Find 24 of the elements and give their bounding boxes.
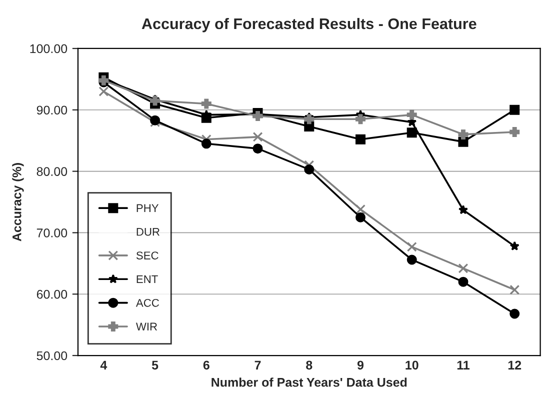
x-tick-label: 9 [357, 360, 364, 370]
y-tick-label: 60.00 [36, 290, 68, 299]
x-tick-label: 6 [203, 360, 210, 370]
legend-label: WIR [136, 322, 158, 330]
x-tick-label: 12 [508, 360, 522, 370]
x-tick-label: 11 [457, 360, 470, 370]
y-tick-label: 100.00 [30, 44, 68, 54]
legend-label: ENT [136, 275, 158, 284]
x-tick-label: 7 [254, 360, 261, 370]
x-tick-label: 4 [100, 360, 108, 370]
y-axis-title: Accuracy (%) [12, 163, 24, 242]
x-tick-label: 5 [152, 360, 158, 370]
y-tick-label: 90.00 [36, 106, 68, 115]
x-tick-label: 8 [306, 360, 312, 370]
x-tick-label: 10 [406, 360, 418, 370]
legend-label: ACC [136, 298, 159, 307]
legend-label: PHY [136, 204, 159, 212]
y-tick-label: 70.00 [36, 228, 68, 238]
y-tick-label: 50.00 [36, 351, 68, 360]
chart-title: Accuracy of Forecasted Results - One Feature [142, 18, 476, 32]
legend-label: DUR [136, 228, 160, 236]
legend-label: SEC [136, 252, 158, 260]
y-tick-label: 80.00 [36, 167, 68, 176]
x-axis-title: Number of Past Years' Data Used [212, 378, 407, 387]
